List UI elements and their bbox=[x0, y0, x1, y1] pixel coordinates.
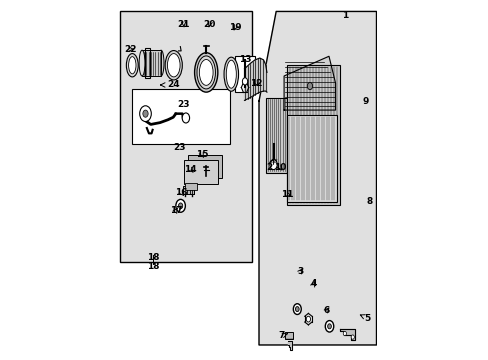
Text: 2: 2 bbox=[266, 159, 273, 172]
Circle shape bbox=[350, 335, 354, 339]
Bar bbox=[185, 183, 197, 190]
Polygon shape bbox=[244, 58, 266, 100]
Bar bbox=[120, 12, 252, 262]
Ellipse shape bbox=[128, 57, 136, 74]
Text: 18: 18 bbox=[147, 253, 160, 262]
Text: 24: 24 bbox=[160, 81, 179, 90]
Text: 19: 19 bbox=[228, 23, 241, 32]
Text: 17: 17 bbox=[169, 206, 182, 215]
Text: 9: 9 bbox=[362, 96, 368, 105]
Bar bbox=[132, 89, 229, 144]
Bar bbox=[286, 65, 339, 205]
Ellipse shape bbox=[199, 59, 213, 85]
Circle shape bbox=[305, 316, 310, 322]
Circle shape bbox=[293, 304, 301, 315]
Polygon shape bbox=[284, 56, 335, 110]
Circle shape bbox=[178, 203, 183, 209]
Bar bbox=[187, 155, 222, 178]
Circle shape bbox=[306, 82, 312, 90]
Circle shape bbox=[176, 199, 185, 212]
Text: 3: 3 bbox=[297, 267, 303, 276]
Circle shape bbox=[140, 106, 151, 122]
Bar bbox=[235, 56, 255, 92]
Circle shape bbox=[142, 110, 148, 117]
Ellipse shape bbox=[194, 53, 217, 92]
Polygon shape bbox=[259, 12, 376, 345]
Ellipse shape bbox=[126, 54, 138, 77]
Bar bbox=[145, 48, 150, 78]
Text: 14: 14 bbox=[183, 165, 196, 174]
Circle shape bbox=[343, 331, 346, 336]
Circle shape bbox=[182, 113, 189, 123]
Circle shape bbox=[269, 159, 277, 170]
Bar bbox=[183, 186, 193, 194]
Text: 4: 4 bbox=[310, 279, 316, 288]
Circle shape bbox=[242, 78, 247, 85]
Ellipse shape bbox=[167, 54, 180, 77]
Text: 23: 23 bbox=[177, 100, 190, 109]
Ellipse shape bbox=[226, 60, 236, 88]
Ellipse shape bbox=[224, 57, 238, 91]
Text: 13: 13 bbox=[238, 55, 251, 64]
Text: 23: 23 bbox=[173, 143, 186, 152]
Text: 16: 16 bbox=[175, 188, 187, 197]
Text: 8: 8 bbox=[366, 197, 372, 206]
Ellipse shape bbox=[158, 50, 163, 76]
Circle shape bbox=[325, 320, 333, 332]
Text: 21: 21 bbox=[177, 19, 190, 28]
Text: 12: 12 bbox=[250, 79, 262, 88]
Text: 6: 6 bbox=[323, 306, 329, 315]
Bar bbox=[265, 98, 286, 173]
Circle shape bbox=[327, 324, 331, 329]
Text: 5: 5 bbox=[360, 314, 369, 323]
Text: 20: 20 bbox=[203, 19, 215, 28]
Polygon shape bbox=[287, 341, 291, 350]
Bar bbox=[285, 332, 293, 339]
Ellipse shape bbox=[197, 56, 215, 89]
Bar bbox=[142, 50, 161, 76]
Bar bbox=[183, 160, 218, 184]
Bar bbox=[286, 116, 336, 202]
Text: 22: 22 bbox=[124, 45, 137, 54]
Text: 1: 1 bbox=[341, 10, 347, 19]
Ellipse shape bbox=[139, 50, 144, 76]
Text: 10: 10 bbox=[273, 163, 286, 172]
Circle shape bbox=[295, 307, 299, 312]
Text: 15: 15 bbox=[196, 150, 208, 159]
Text: 11: 11 bbox=[281, 190, 293, 199]
Ellipse shape bbox=[165, 50, 182, 80]
Text: 7: 7 bbox=[278, 332, 287, 341]
Text: 18: 18 bbox=[147, 262, 160, 271]
Polygon shape bbox=[339, 329, 355, 339]
